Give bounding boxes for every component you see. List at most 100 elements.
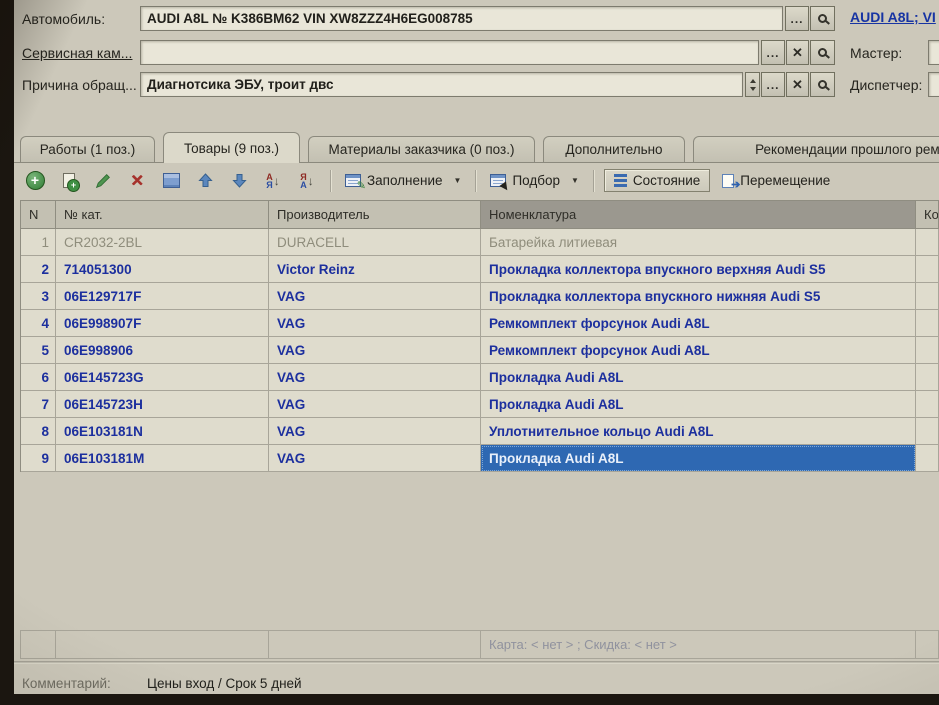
reason-clear-button[interactable]: ✕ <box>786 72 809 97</box>
cell-quantity[interactable] <box>916 391 939 418</box>
cell-nomenclature[interactable]: Уплотнительное кольцо Audi A8L <box>481 418 916 445</box>
column-header-manufacturer[interactable]: Производитель <box>269 201 481 229</box>
sort-descending-button[interactable]: Я А ↓ <box>294 168 320 194</box>
column-header-n[interactable]: N <box>21 201 56 229</box>
cell-n[interactable]: 3 <box>21 283 56 310</box>
table-row[interactable]: 3 06E129717F VAG Прокладка коллектора вп… <box>21 283 939 310</box>
cell-catalog[interactable]: 714051300 <box>56 256 269 283</box>
cell-nomenclature[interactable]: Прокладка Audi A8L <box>481 364 916 391</box>
cell-nomenclature[interactable]: Прокладка коллектора впускного нижняя Au… <box>481 283 916 310</box>
table-row[interactable]: 2 714051300 Victor Reinz Прокладка колле… <box>21 256 939 283</box>
cell-catalog[interactable]: 06E998907F <box>56 310 269 337</box>
cell-catalog[interactable]: CR2032-2BL <box>56 229 269 256</box>
move-up-button[interactable] <box>192 168 218 194</box>
sort-az-icon: А Я ↓ <box>266 171 280 190</box>
master-label: Мастер: <box>850 45 903 61</box>
table-row[interactable]: 6 06E145723G VAG Прокладка Audi A8L <box>21 364 939 391</box>
cell-quantity[interactable] <box>916 337 939 364</box>
cell-quantity[interactable] <box>916 310 939 337</box>
move-goods-button[interactable]: Перемещение <box>718 171 834 191</box>
cell-n[interactable]: 8 <box>21 418 56 445</box>
cell-quantity[interactable] <box>916 256 939 283</box>
vehicle-search-button[interactable] <box>810 6 835 31</box>
table-row[interactable]: 1 CR2032-2BL DURACELL Батарейка литиевая <box>21 229 939 256</box>
comment-field[interactable]: Цены вход / Срок 5 дней <box>147 676 302 691</box>
master-field[interactable] <box>928 40 939 65</box>
cell-manufacturer[interactable]: VAG <box>269 310 481 337</box>
cell-catalog[interactable]: 06E145723H <box>56 391 269 418</box>
spin-up-icon <box>749 78 756 83</box>
tab-works[interactable]: Работы (1 поз.) <box>20 136 155 162</box>
reason-field[interactable] <box>140 72 743 97</box>
cell-n[interactable]: 1 <box>21 229 56 256</box>
tab-additional[interactable]: Дополнительно <box>543 136 685 162</box>
table-row[interactable]: 8 06E103181N VAG Уплотнительное кольцо A… <box>21 418 939 445</box>
cell-manufacturer[interactable]: VAG <box>269 337 481 364</box>
cell-catalog[interactable]: 06E129717F <box>56 283 269 310</box>
cell-quantity[interactable] <box>916 445 939 472</box>
delete-row-button[interactable]: ✕ <box>124 168 150 194</box>
reason-spinner[interactable] <box>745 72 760 97</box>
pick-menu-button[interactable]: Подбор ▼ <box>486 171 582 190</box>
cell-manufacturer[interactable]: VAG <box>269 418 481 445</box>
cell-n[interactable]: 5 <box>21 337 56 364</box>
service-search-button[interactable] <box>810 40 835 65</box>
calculate-button[interactable] <box>158 168 184 194</box>
cell-quantity[interactable] <box>916 229 939 256</box>
cell-n[interactable]: 7 <box>21 391 56 418</box>
magnifier-icon <box>818 80 827 89</box>
table-row[interactable]: 4 06E998907F VAG Ремкомплект форсунок Au… <box>21 310 939 337</box>
cell-n[interactable]: 4 <box>21 310 56 337</box>
cell-catalog[interactable]: 06E103181M <box>56 445 269 472</box>
column-header-nomenclature[interactable]: Номенклатура <box>481 201 916 229</box>
cell-n[interactable]: 9 <box>21 445 56 472</box>
column-header-catalog[interactable]: № кат. <box>56 201 269 229</box>
table-row[interactable]: 7 06E145723H VAG Прокладка Audi A8L <box>21 391 939 418</box>
service-clear-button[interactable]: ✕ <box>786 40 809 65</box>
cell-nomenclature[interactable]: Прокладка Audi A8L <box>481 391 916 418</box>
dispatcher-field[interactable] <box>928 72 939 97</box>
sort-ascending-button[interactable]: А Я ↓ <box>260 168 286 194</box>
service-more-button[interactable]: ... <box>761 40 785 65</box>
cell-quantity[interactable] <box>916 418 939 445</box>
cell-catalog[interactable]: 06E145723G <box>56 364 269 391</box>
state-button[interactable]: Состояние <box>603 169 711 192</box>
cell-nomenclature[interactable]: Ремкомплект форсунок Audi A8L <box>481 310 916 337</box>
cell-manufacturer[interactable]: Victor Reinz <box>269 256 481 283</box>
cell-catalog[interactable]: 06E998906 <box>56 337 269 364</box>
edit-row-button[interactable] <box>90 168 116 194</box>
cell-nomenclature-selected[interactable]: Прокладка Audi A8L <box>481 445 916 472</box>
reason-search-button[interactable] <box>810 72 835 97</box>
cell-quantity[interactable] <box>916 283 939 310</box>
table-footer-row: Карта: < нет > ; Скидка: < нет > <box>20 630 939 659</box>
add-row-button[interactable]: + <box>22 168 48 194</box>
vehicle-field[interactable] <box>140 6 783 31</box>
separator-line <box>14 661 939 664</box>
vehicle-more-button[interactable]: ... <box>785 6 809 31</box>
cell-manufacturer[interactable]: VAG <box>269 391 481 418</box>
cell-n[interactable]: 6 <box>21 364 56 391</box>
cell-manufacturer[interactable]: VAG <box>269 445 481 472</box>
tab-goods[interactable]: Товары (9 поз.) <box>163 132 300 163</box>
table-row-selected[interactable]: 9 06E103181M VAG Прокладка Audi A8L <box>21 445 939 472</box>
tab-past-recommendations[interactable]: Рекомендации прошлого ремонт <box>693 136 939 162</box>
cell-manufacturer[interactable]: VAG <box>269 364 481 391</box>
service-campaign-label[interactable]: Сервисная кам... <box>22 45 133 61</box>
cell-n[interactable]: 2 <box>21 256 56 283</box>
cell-quantity[interactable] <box>916 364 939 391</box>
copy-row-button[interactable] <box>56 168 82 194</box>
tab-customer-materials[interactable]: Материалы заказчика (0 поз.) <box>308 136 535 162</box>
move-down-button[interactable] <box>226 168 252 194</box>
fill-menu-button[interactable]: Заполнение ▼ <box>341 171 465 192</box>
column-header-quantity[interactable]: Кол <box>916 201 939 229</box>
cell-nomenclature[interactable]: Ремкомплект форсунок Audi A8L <box>481 337 916 364</box>
cell-nomenclature[interactable]: Батарейка литиевая <box>481 229 916 256</box>
cell-nomenclature[interactable]: Прокладка коллектора впускного верхняя A… <box>481 256 916 283</box>
vehicle-card-link[interactable]: AUDI A8L; VI <box>850 9 936 25</box>
cell-manufacturer[interactable]: DURACELL <box>269 229 481 256</box>
cell-catalog[interactable]: 06E103181N <box>56 418 269 445</box>
cell-manufacturer[interactable]: VAG <box>269 283 481 310</box>
reason-more-button[interactable]: ... <box>761 72 785 97</box>
table-row[interactable]: 5 06E998906 VAG Ремкомплект форсунок Aud… <box>21 337 939 364</box>
service-campaign-field[interactable] <box>140 40 759 65</box>
